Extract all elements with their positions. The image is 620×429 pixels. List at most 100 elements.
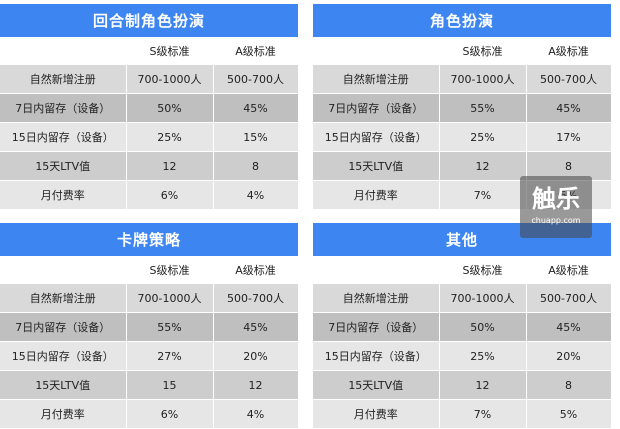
a-grade-value: 20% (213, 341, 299, 371)
panel-card-strategy: 卡牌策略 S级标准 A级标准 自然新增注册 700-1000人 500-700人… (0, 223, 299, 429)
metric-label: 7日内留存（设备） (313, 93, 440, 123)
a-grade-value: 500-700人 (526, 283, 612, 313)
panel-turn-based-rpg: 回合制角色扮演 S级标准 A级标准 自然新增注册 700-1000人 500-7… (0, 4, 299, 210)
s-grade-value: 700-1000人 (126, 64, 214, 94)
a-grade-value: 500-700人 (526, 64, 612, 94)
s-grade-value: 6% (126, 180, 214, 210)
header-cell-a-grade: A级标准 (526, 256, 612, 284)
a-grade-value: 20% (526, 341, 612, 371)
a-grade-value: 4% (213, 180, 299, 210)
metric-label: 7日内留存（设备） (0, 312, 127, 342)
header-cell-s-grade: S级标准 (439, 37, 527, 65)
metric-label: 月付费率 (0, 399, 127, 429)
s-grade-value: 55% (126, 312, 214, 342)
metric-label: 15天LTV值 (313, 370, 440, 400)
table-row: 自然新增注册 700-1000人 500-700人 (313, 283, 612, 313)
a-grade-value: 45% (213, 93, 299, 123)
table-row: 7日内留存（设备） 50% 45% (313, 312, 612, 342)
a-grade-value: 17% (526, 122, 612, 152)
a-grade-value: 500-700人 (213, 283, 299, 313)
table-row: 15天LTV值 12 8 (313, 370, 612, 400)
s-grade-value: 12 (126, 151, 214, 181)
panel-title: 回合制角色扮演 (0, 4, 298, 37)
metric-label: 15日内留存（设备） (0, 122, 127, 152)
watermark-domain: chuapp.com (531, 216, 581, 225)
header-cell-s-grade: S级标准 (439, 256, 527, 284)
a-grade-value: 45% (213, 312, 299, 342)
table-row: 7日内留存（设备） 55% 45% (0, 312, 299, 342)
panel-title: 卡牌策略 (0, 223, 298, 256)
standards-table: S级标准 A级标准 自然新增注册 700-1000人 500-700人 7日内留… (0, 37, 299, 210)
s-grade-value: 27% (126, 341, 214, 371)
s-grade-value: 25% (126, 122, 214, 152)
s-grade-value: 6% (126, 399, 214, 429)
a-grade-value: 12 (213, 370, 299, 400)
table-row: 月付费率 6% 4% (0, 180, 299, 210)
standards-table: S级标准 A级标准 自然新增注册 700-1000人 500-700人 7日内留… (313, 256, 612, 429)
metric-label: 月付费率 (313, 399, 440, 429)
table-header-row: S级标准 A级标准 (313, 37, 612, 65)
watermark-brand: 触乐 (532, 185, 580, 213)
table-row: 7日内留存（设备） 55% 45% (313, 93, 612, 123)
header-cell-a-grade: A级标准 (213, 256, 299, 284)
s-grade-value: 50% (126, 93, 214, 123)
a-grade-value: 8 (526, 370, 612, 400)
a-grade-value: 15% (213, 122, 299, 152)
panel-other: 其他 S级标准 A级标准 自然新增注册 700-1000人 500-700人 7… (313, 223, 612, 429)
header-cell (0, 37, 127, 65)
table-row: 15天LTV值 15 12 (0, 370, 299, 400)
s-grade-value: 50% (439, 312, 527, 342)
table-header-row: S级标准 A级标准 (0, 256, 299, 284)
table-row: 月付费率 7% 5% (313, 399, 612, 429)
table-row: 15日内留存（设备） 25% 20% (313, 341, 612, 371)
table-row: 15日内留存（设备） 27% 20% (0, 341, 299, 371)
a-grade-value: 500-700人 (213, 64, 299, 94)
metric-label: 15日内留存（设备） (313, 341, 440, 371)
table-row: 15日内留存（设备） 25% 15% (0, 122, 299, 152)
metric-label: 月付费率 (313, 180, 440, 210)
s-grade-value: 25% (439, 122, 527, 152)
metric-label: 自然新增注册 (313, 64, 440, 94)
metric-label: 7日内留存（设备） (0, 93, 127, 123)
metric-label: 15天LTV值 (0, 151, 127, 181)
s-grade-value: 25% (439, 341, 527, 371)
header-cell-a-grade: A级标准 (213, 37, 299, 65)
header-cell (0, 256, 127, 284)
s-grade-value: 700-1000人 (126, 283, 214, 313)
metric-label: 7日内留存（设备） (313, 312, 440, 342)
s-grade-value: 7% (439, 399, 527, 429)
s-grade-value: 700-1000人 (439, 64, 527, 94)
metric-label: 自然新增注册 (313, 283, 440, 313)
a-grade-value: 45% (526, 312, 612, 342)
header-cell-s-grade: S级标准 (126, 256, 214, 284)
a-grade-value: 5% (526, 399, 612, 429)
table-row: 月付费率 6% 4% (0, 399, 299, 429)
watermark-logo: 触乐 chuapp.com (520, 176, 592, 238)
metric-label: 15天LTV值 (0, 370, 127, 400)
table-header-row: S级标准 A级标准 (0, 37, 299, 65)
table-row: 15天LTV值 12 8 (0, 151, 299, 181)
header-cell-s-grade: S级标准 (126, 37, 214, 65)
a-grade-value: 45% (526, 93, 612, 123)
table-row: 自然新增注册 700-1000人 500-700人 (313, 64, 612, 94)
metric-label: 15天LTV值 (313, 151, 440, 181)
s-grade-value: 15 (126, 370, 214, 400)
table-row: 7日内留存（设备） 50% 45% (0, 93, 299, 123)
metric-label: 自然新增注册 (0, 64, 127, 94)
s-grade-value: 55% (439, 93, 527, 123)
panel-title: 角色扮演 (313, 4, 611, 37)
table-row: 15日内留存（设备） 25% 17% (313, 122, 612, 152)
header-cell (313, 256, 440, 284)
header-cell-a-grade: A级标准 (526, 37, 612, 65)
table-header-row: S级标准 A级标准 (313, 256, 612, 284)
header-cell (313, 37, 440, 65)
s-grade-value: 700-1000人 (439, 283, 527, 313)
table-row: 自然新增注册 700-1000人 500-700人 (0, 283, 299, 313)
s-grade-value: 12 (439, 151, 527, 181)
metric-label: 月付费率 (0, 180, 127, 210)
s-grade-value: 12 (439, 370, 527, 400)
a-grade-value: 4% (213, 399, 299, 429)
metric-label: 自然新增注册 (0, 283, 127, 313)
s-grade-value: 7% (439, 180, 527, 210)
standards-table: S级标准 A级标准 自然新增注册 700-1000人 500-700人 7日内留… (0, 256, 299, 429)
